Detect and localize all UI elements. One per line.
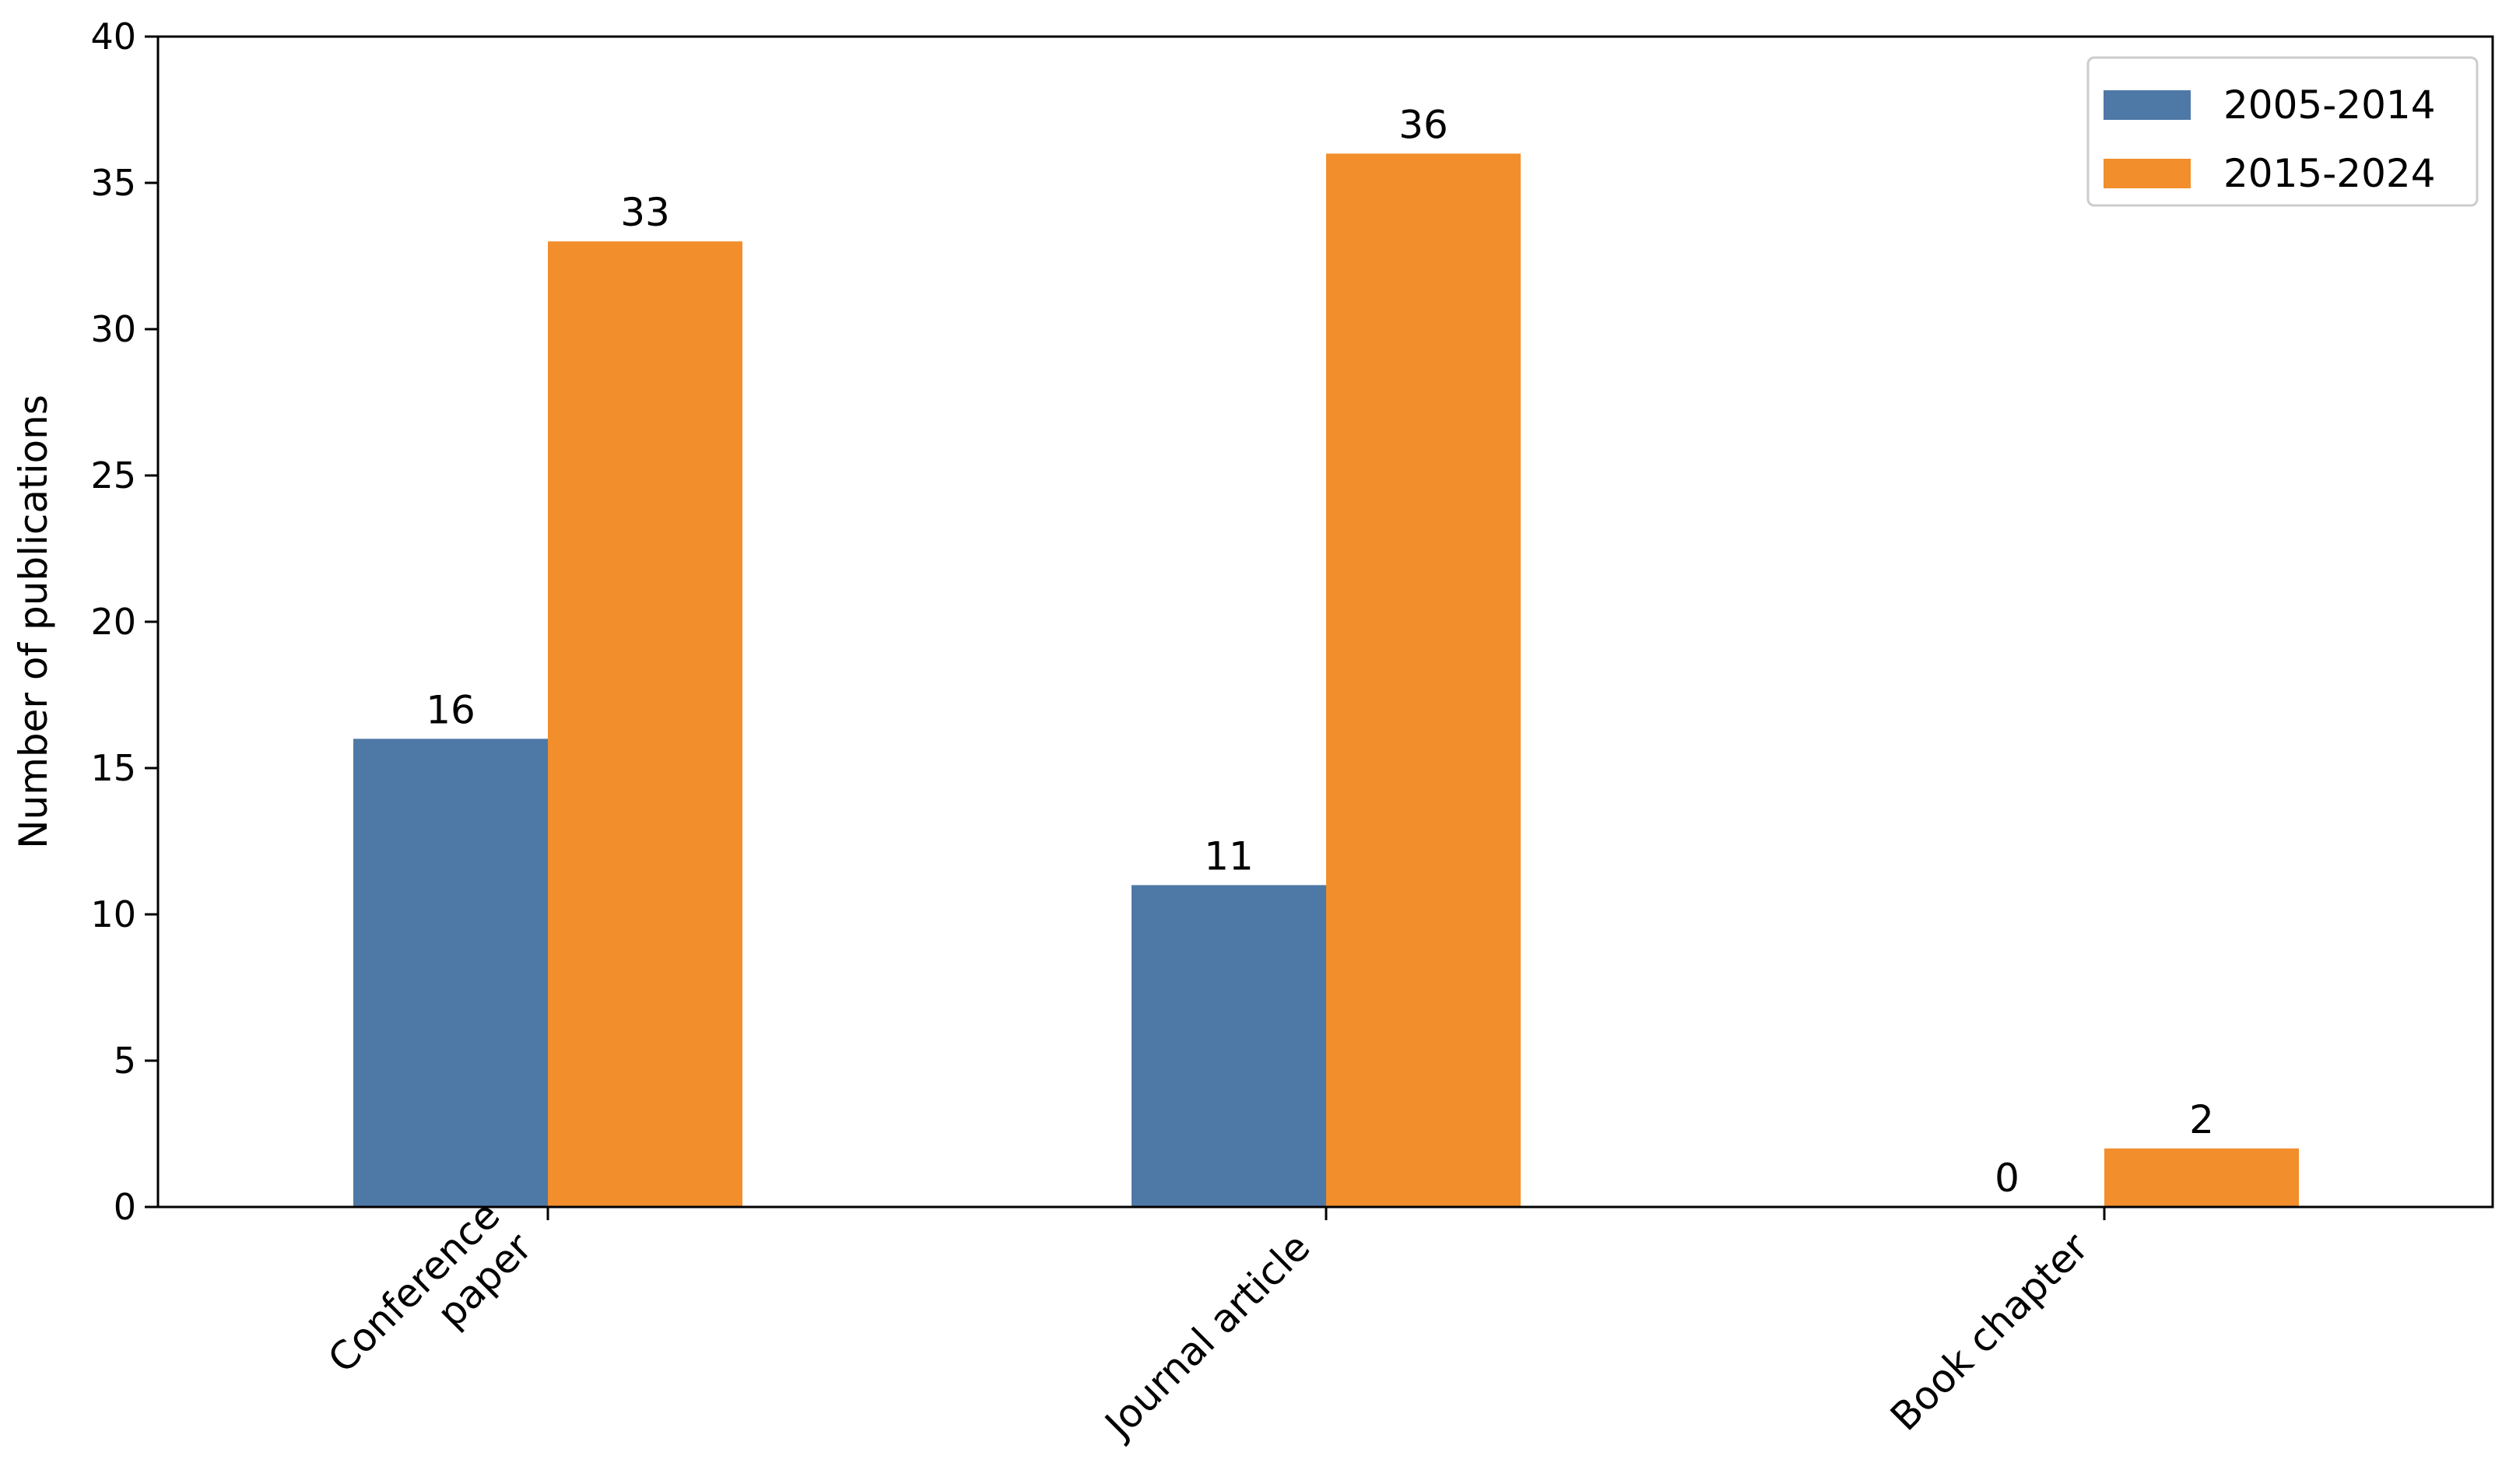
legend-swatch [2104,159,2191,188]
bar-2-1 [548,241,742,1208]
y-tick-label: 10 [90,893,136,935]
bar-value-label: 33 [620,190,670,235]
y-tick-label: 25 [90,454,136,496]
y-tick-label: 30 [90,308,136,350]
legend-entry-label: 2015-2024 [2223,151,2436,196]
bar-labels-layer: 16 33 11 36 0 2 [426,102,2214,1201]
y-axis: 0 5 10 15 20 25 30 35 40 [90,16,158,1228]
bar-value-label: 0 [1995,1156,2019,1201]
legend[interactable]: 2005-2014 2015-2024 [2086,56,2479,207]
x-category-label: Journal article [1095,1224,1319,1448]
bar-value-label: 36 [1398,102,1448,147]
y-tick-label: 40 [90,16,136,58]
bar-1-2 [1132,885,1326,1207]
bar-value-label: 2 [2189,1097,2214,1142]
y-axis-title: Number of publications [11,395,56,849]
y-tick-label: 35 [90,162,136,204]
legend-entry-label: 2005-2014 [2223,82,2436,128]
y-tick-label: 5 [114,1040,136,1082]
bar-1-1 [353,738,548,1207]
y-tick-label: 0 [114,1186,136,1228]
x-category-label: Conferencepaper [319,1192,540,1413]
bar-value-label: 16 [426,687,475,732]
bar-2-2 [1326,153,1521,1207]
y-tick-label: 15 [90,747,136,789]
x-axis: Conferencepaper Journal article Book chapt… [319,1192,2106,1448]
bar-value-label: 11 [1204,833,1254,879]
bar-2-3 [2104,1148,2299,1207]
plot-area-frame [156,35,2494,1209]
legend-swatch [2104,90,2191,120]
y-tick-label: 20 [90,601,136,643]
bars-layer [353,153,2299,1208]
x-category-label: Book chapter [1882,1224,2097,1440]
